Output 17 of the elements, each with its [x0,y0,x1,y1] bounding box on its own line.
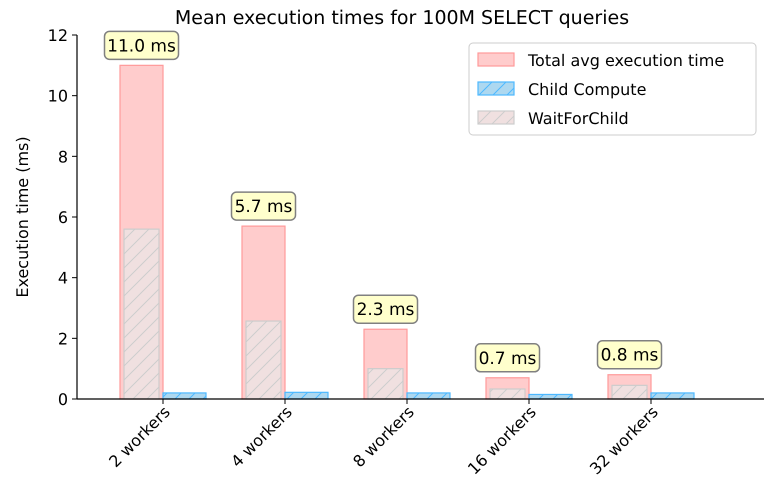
data-label: 0.8 ms [600,346,659,366]
data-label: 2.3 ms [356,300,415,320]
legend-label: Total avg execution time [527,51,724,70]
y-tick-label: 6 [58,208,68,227]
data-label: 0.7 ms [478,348,537,369]
y-tick-label: 0 [58,390,68,409]
y-tick-label: 2 [58,329,68,348]
chart-title: Mean execution times for 100M SELECT queries [174,7,630,29]
y-tick-label: 8 [58,147,68,166]
y-tick-label: 4 [58,268,68,288]
y-tick-label: 10 [48,86,68,106]
legend-label: WaitForChild [528,109,629,128]
data-label: 11.0 ms [107,36,176,56]
legend-label: Child Compute [528,80,646,99]
data-label: 5.7 ms [234,197,293,218]
y-axis-title: Execution time (ms) [13,136,32,298]
y-tick-label: 12 [48,26,68,45]
